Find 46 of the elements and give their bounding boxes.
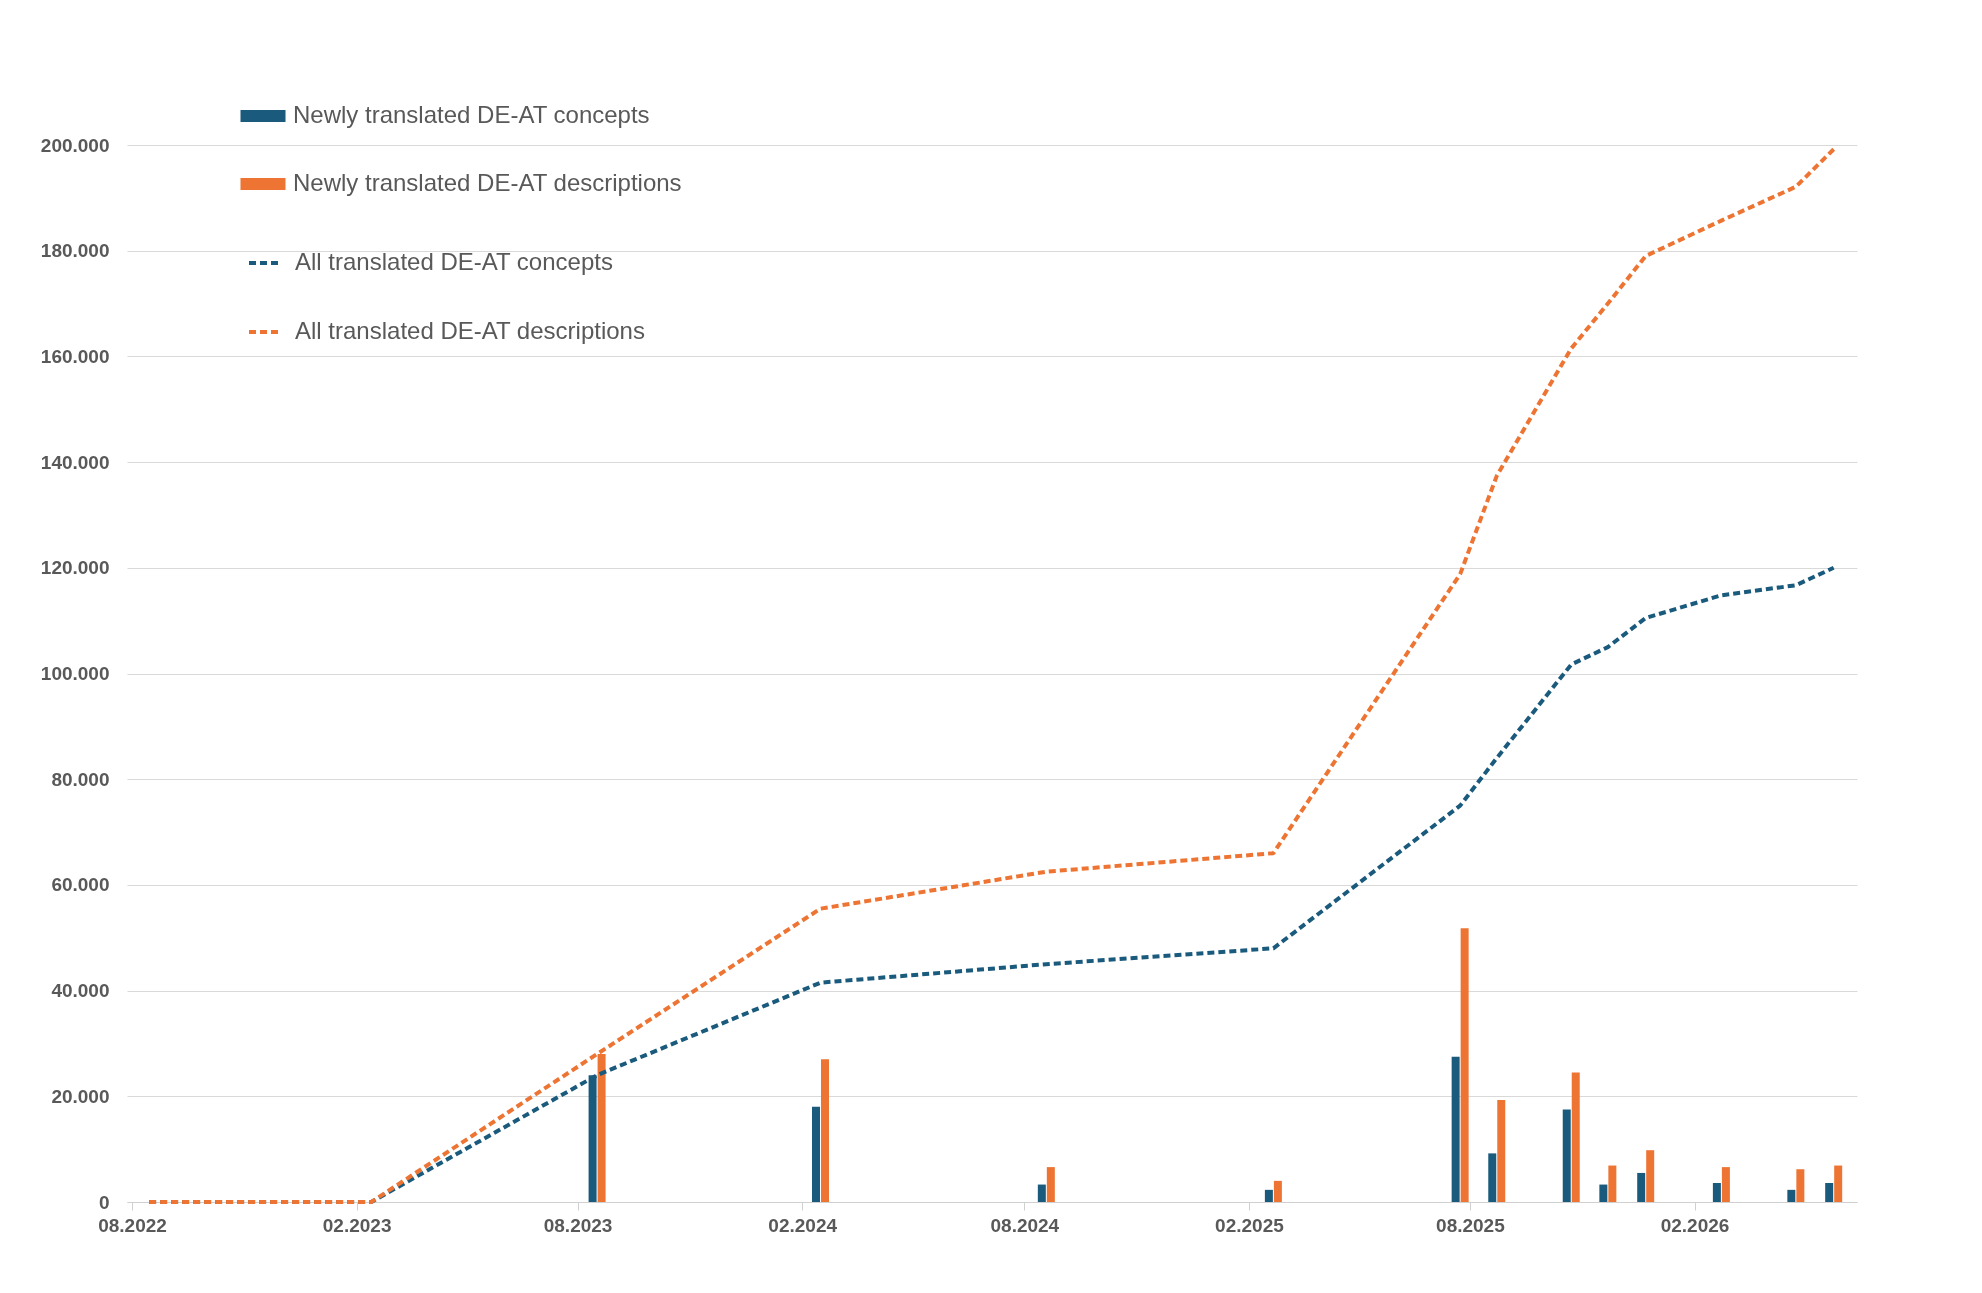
bar xyxy=(1037,1184,1046,1202)
legend-label: All translated DE-AT descriptions xyxy=(295,317,645,344)
bar xyxy=(1825,1182,1834,1202)
line-series xyxy=(147,147,1836,1204)
bar xyxy=(1460,928,1469,1202)
bar xyxy=(1562,1109,1571,1202)
y-tick-label: 60.000 xyxy=(51,874,110,896)
y-tick-label: 200.000 xyxy=(40,134,110,156)
y-tick-label: 160.000 xyxy=(40,345,110,367)
y-tick-label: 120.000 xyxy=(40,557,110,579)
bar xyxy=(1787,1189,1796,1202)
y-tick-label: 80.000 xyxy=(51,768,110,790)
bar xyxy=(1646,1150,1655,1202)
bar xyxy=(1712,1182,1721,1202)
x-tick-label: 02.2026 xyxy=(1660,1214,1730,1236)
legend-label: All translated DE-AT concepts xyxy=(295,248,613,275)
y-tick-label: 100.000 xyxy=(40,663,110,684)
x-tick-label: 02.2024 xyxy=(768,1214,838,1236)
x-tick-label: 08.2025 xyxy=(1436,1214,1506,1236)
legend-label: Newly translated DE-AT concepts xyxy=(293,101,650,128)
legend-label: Newly translated DE-AT descriptions xyxy=(293,169,682,196)
y-tick-label: 40.000 xyxy=(51,980,110,1002)
x-tick-label: 02.2023 xyxy=(322,1214,392,1236)
y-tick-label: 20.000 xyxy=(51,1085,110,1107)
bar xyxy=(1264,1189,1273,1202)
bar xyxy=(1599,1184,1608,1202)
y-tick-label: 180.000 xyxy=(40,240,110,262)
bar xyxy=(1571,1072,1580,1202)
bar xyxy=(1637,1172,1646,1202)
y-tick-label: 0 xyxy=(98,1191,110,1213)
bar xyxy=(1488,1153,1497,1202)
bar xyxy=(811,1106,820,1202)
y-tick-label: 140.000 xyxy=(40,451,110,473)
bar xyxy=(1721,1167,1730,1202)
bar xyxy=(820,1059,829,1202)
x-tick-label: 08.2022 xyxy=(98,1214,167,1236)
x-tick-label: 08.2023 xyxy=(543,1214,613,1236)
x-tick-label: 02.2025 xyxy=(1215,1214,1285,1236)
bar xyxy=(1834,1165,1843,1202)
bar xyxy=(1046,1167,1055,1202)
bar xyxy=(1273,1180,1282,1202)
bar xyxy=(1608,1165,1617,1202)
x-tick-label: 08.2024 xyxy=(990,1214,1060,1236)
bar xyxy=(1497,1100,1506,1202)
bar xyxy=(1796,1169,1805,1202)
bar xyxy=(1451,1056,1460,1202)
